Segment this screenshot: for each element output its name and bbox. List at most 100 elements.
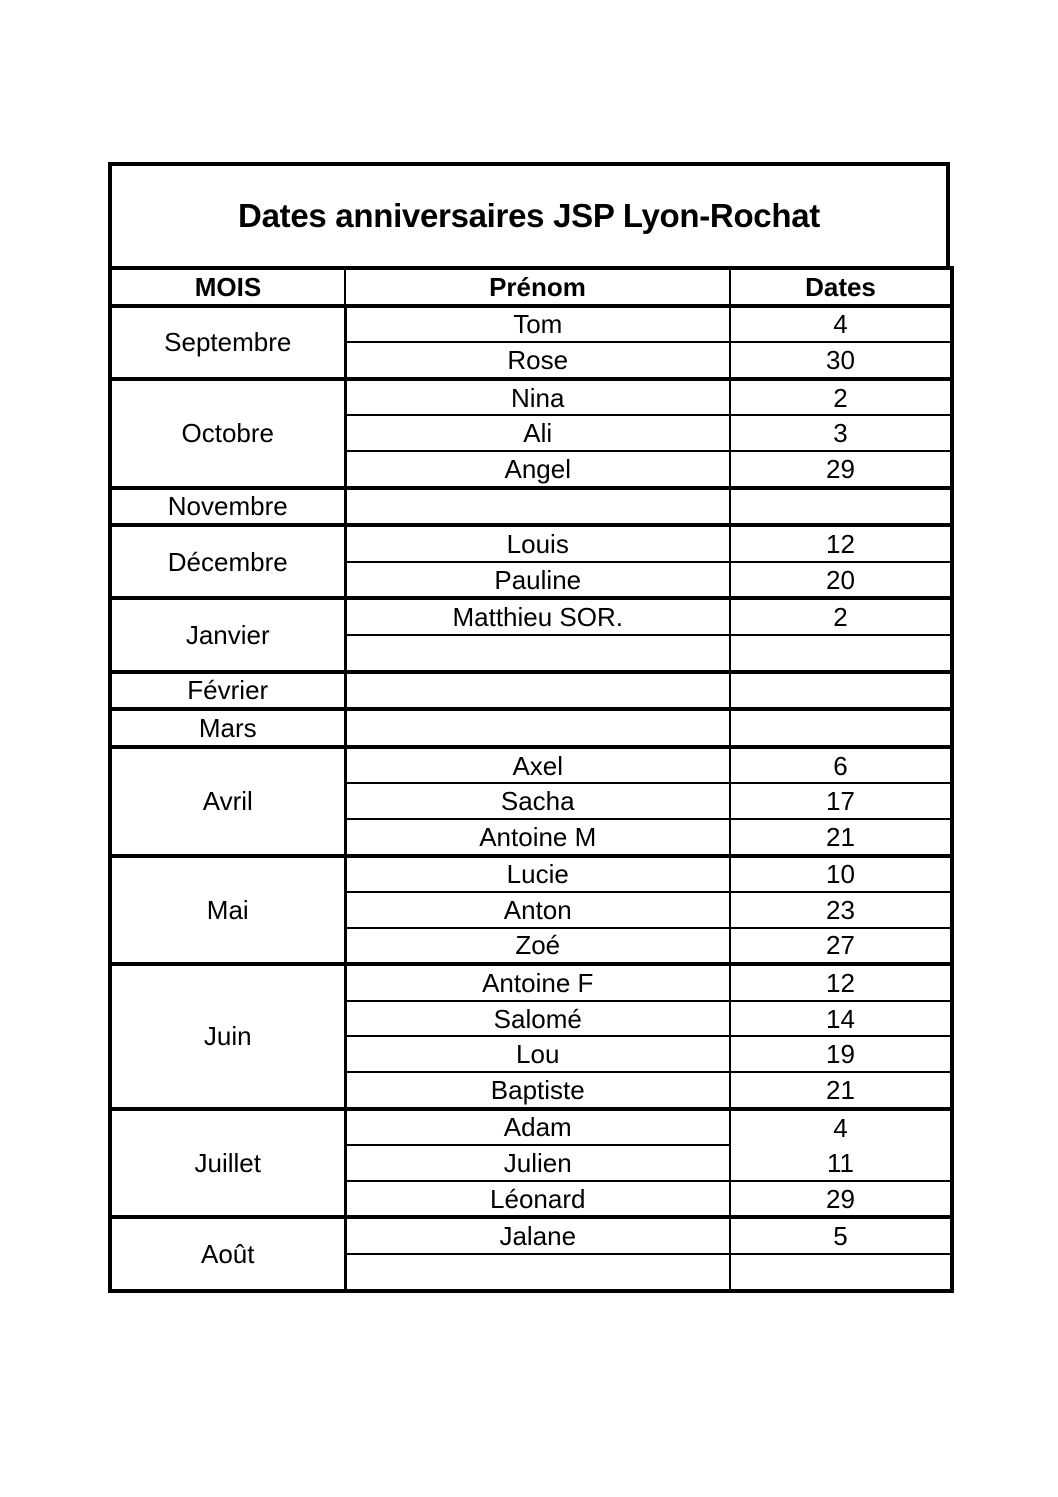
date-cell: 11 — [729, 1145, 954, 1182]
table-row: Septembre Tom 4 — [108, 303, 954, 380]
table-row: Léonard 29 — [110, 1179, 954, 1219]
table-row: Janvier Matthieu SOR. 2 — [108, 596, 954, 673]
date-cell: 29 — [729, 1179, 954, 1219]
date-cell: 3 — [729, 414, 954, 452]
table-row: Julien 11 — [110, 1144, 954, 1182]
month-cell: Juin — [108, 962, 347, 1110]
table-row: Ali 3 — [110, 414, 954, 452]
table-row: Lou 19 — [110, 1035, 954, 1074]
date-cell — [729, 633, 954, 673]
table-row: Angel 29 — [110, 449, 954, 489]
name-cell: Rose — [344, 341, 731, 380]
name-cell: Baptiste — [344, 1071, 731, 1110]
date-cell — [729, 485, 954, 527]
date-cell: 29 — [729, 449, 954, 489]
name-cell — [344, 485, 731, 527]
month-cell: Octobre — [108, 376, 347, 489]
name-cell: Lucie — [344, 853, 731, 894]
page-title: Dates anniversaires JSP Lyon-Rochat — [238, 197, 820, 234]
month-cell: Août — [108, 1215, 347, 1293]
name-cell: Jalane — [344, 1215, 731, 1256]
month-cell: Décembre — [108, 523, 347, 600]
name-cell: Léonard — [344, 1179, 731, 1219]
name-cell: Salomé — [344, 999, 731, 1038]
table-row: Août Jalane 5 — [108, 1215, 954, 1293]
name-cell: Julien — [344, 1144, 731, 1182]
name-cell — [344, 633, 731, 673]
name-cell: Adam — [344, 1106, 731, 1147]
table-row: Février — [108, 669, 954, 711]
name-cell: Anton — [344, 891, 731, 929]
month-cell: Septembre — [108, 303, 347, 380]
date-cell: 19 — [729, 1035, 954, 1074]
table-row: Juillet Adam 4 — [108, 1106, 954, 1219]
table-row: Avril Axel 6 — [108, 744, 954, 857]
date-cell: 5 — [729, 1215, 954, 1256]
name-cell: Sacha — [344, 782, 731, 820]
date-cell — [729, 707, 954, 748]
table-row: Pauline 20 — [110, 560, 954, 600]
title-box: Dates anniversaires JSP Lyon-Rochat — [108, 162, 950, 266]
header-mois: MOIS — [108, 266, 346, 308]
month-cell: Février — [108, 669, 347, 711]
date-cell: 6 — [729, 744, 954, 785]
name-cell — [344, 669, 731, 711]
month-cell: Mars — [108, 707, 347, 748]
table-row: Juin Antoine F 12 — [108, 962, 954, 1110]
date-cell: 10 — [729, 853, 954, 894]
date-cell: 4 — [729, 303, 954, 344]
name-cell: Lou — [344, 1035, 731, 1074]
table-row: Novembre — [108, 485, 954, 527]
date-cell: 12 — [729, 962, 954, 1002]
name-cell: Tom — [344, 303, 731, 344]
date-cell: 21 — [729, 817, 954, 857]
name-cell: Matthieu SOR. — [344, 596, 731, 636]
name-cell: Antoine F — [344, 962, 731, 1002]
date-cell: 30 — [729, 341, 954, 380]
name-cell — [344, 1253, 731, 1293]
date-cell — [729, 1253, 954, 1293]
table-row: Antoine M 21 — [110, 817, 954, 857]
table-row: Mai Lucie 10 — [108, 853, 954, 966]
date-cell: 12 — [729, 523, 954, 563]
name-cell: Ali — [344, 414, 731, 452]
table-row: Mars — [108, 707, 954, 748]
month-cell: Mai — [108, 853, 347, 966]
date-cell: 21 — [729, 1071, 954, 1110]
date-cell: 2 — [729, 596, 954, 636]
table-row: Octobre Nina 2 — [108, 376, 954, 489]
table-row: Rose 30 — [110, 341, 954, 380]
name-cell: Nina — [344, 376, 731, 417]
month-cell: Janvier — [108, 596, 347, 673]
table-row: Sacha 17 — [110, 782, 954, 820]
date-cell: 14 — [729, 999, 954, 1038]
birthday-table: MOIS Prénom Dates Septembre Tom 4 Rose 30 Oct… — [108, 266, 954, 1293]
date-cell — [729, 669, 954, 711]
name-cell: Pauline — [344, 560, 731, 600]
header-row: MOIS Prénom Dates — [108, 266, 954, 308]
table-row: Salomé 14 — [110, 999, 954, 1038]
birthday-sheet: Dates anniversaires JSP Lyon-Rochat MOIS… — [108, 162, 954, 1293]
date-cell: 2 — [729, 376, 954, 417]
date-cell: 23 — [729, 891, 954, 929]
table-row: Baptiste 21 — [110, 1071, 954, 1110]
date-cell: 4 — [729, 1106, 954, 1146]
table-row — [110, 633, 954, 673]
month-cell: Avril — [108, 744, 347, 857]
header-dates: Dates — [729, 266, 954, 308]
name-cell: Antoine M — [344, 817, 731, 857]
date-cell: 17 — [729, 782, 954, 820]
name-cell: Axel — [344, 744, 731, 785]
date-cell: 20 — [729, 560, 954, 600]
table-row: Anton 23 — [110, 891, 954, 929]
name-cell: Zoé — [344, 926, 731, 966]
table-row: Décembre Louis 12 — [108, 523, 954, 600]
name-cell: Angel — [344, 449, 731, 489]
name-cell — [344, 707, 731, 748]
table-row: Zoé 27 — [110, 926, 954, 966]
table-row — [110, 1253, 954, 1293]
name-cell: Louis — [344, 523, 731, 563]
month-cell: Novembre — [108, 485, 347, 527]
header-prenom: Prénom — [344, 266, 731, 308]
date-cell: 27 — [729, 926, 954, 966]
